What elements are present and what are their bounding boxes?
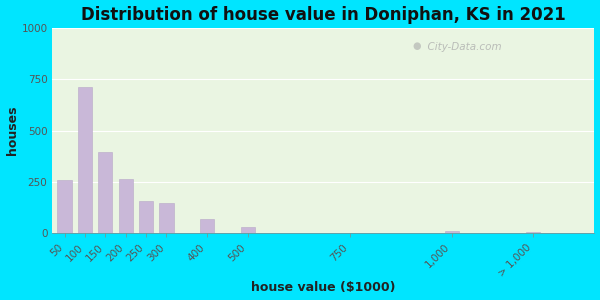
Bar xyxy=(98,152,112,233)
Bar xyxy=(58,180,71,233)
Text: ●: ● xyxy=(413,41,421,51)
X-axis label: house value ($1000): house value ($1000) xyxy=(251,281,395,294)
Bar xyxy=(78,87,92,233)
Bar xyxy=(119,179,133,233)
Bar xyxy=(200,219,214,233)
Title: Distribution of house value in Doniphan, KS in 2021: Distribution of house value in Doniphan,… xyxy=(81,6,566,24)
Bar xyxy=(241,227,255,233)
Bar xyxy=(526,232,541,233)
Text: City-Data.com: City-Data.com xyxy=(421,42,502,52)
Bar xyxy=(445,231,459,233)
Y-axis label: houses: houses xyxy=(5,106,19,155)
Bar xyxy=(160,203,173,233)
Bar xyxy=(139,201,153,233)
